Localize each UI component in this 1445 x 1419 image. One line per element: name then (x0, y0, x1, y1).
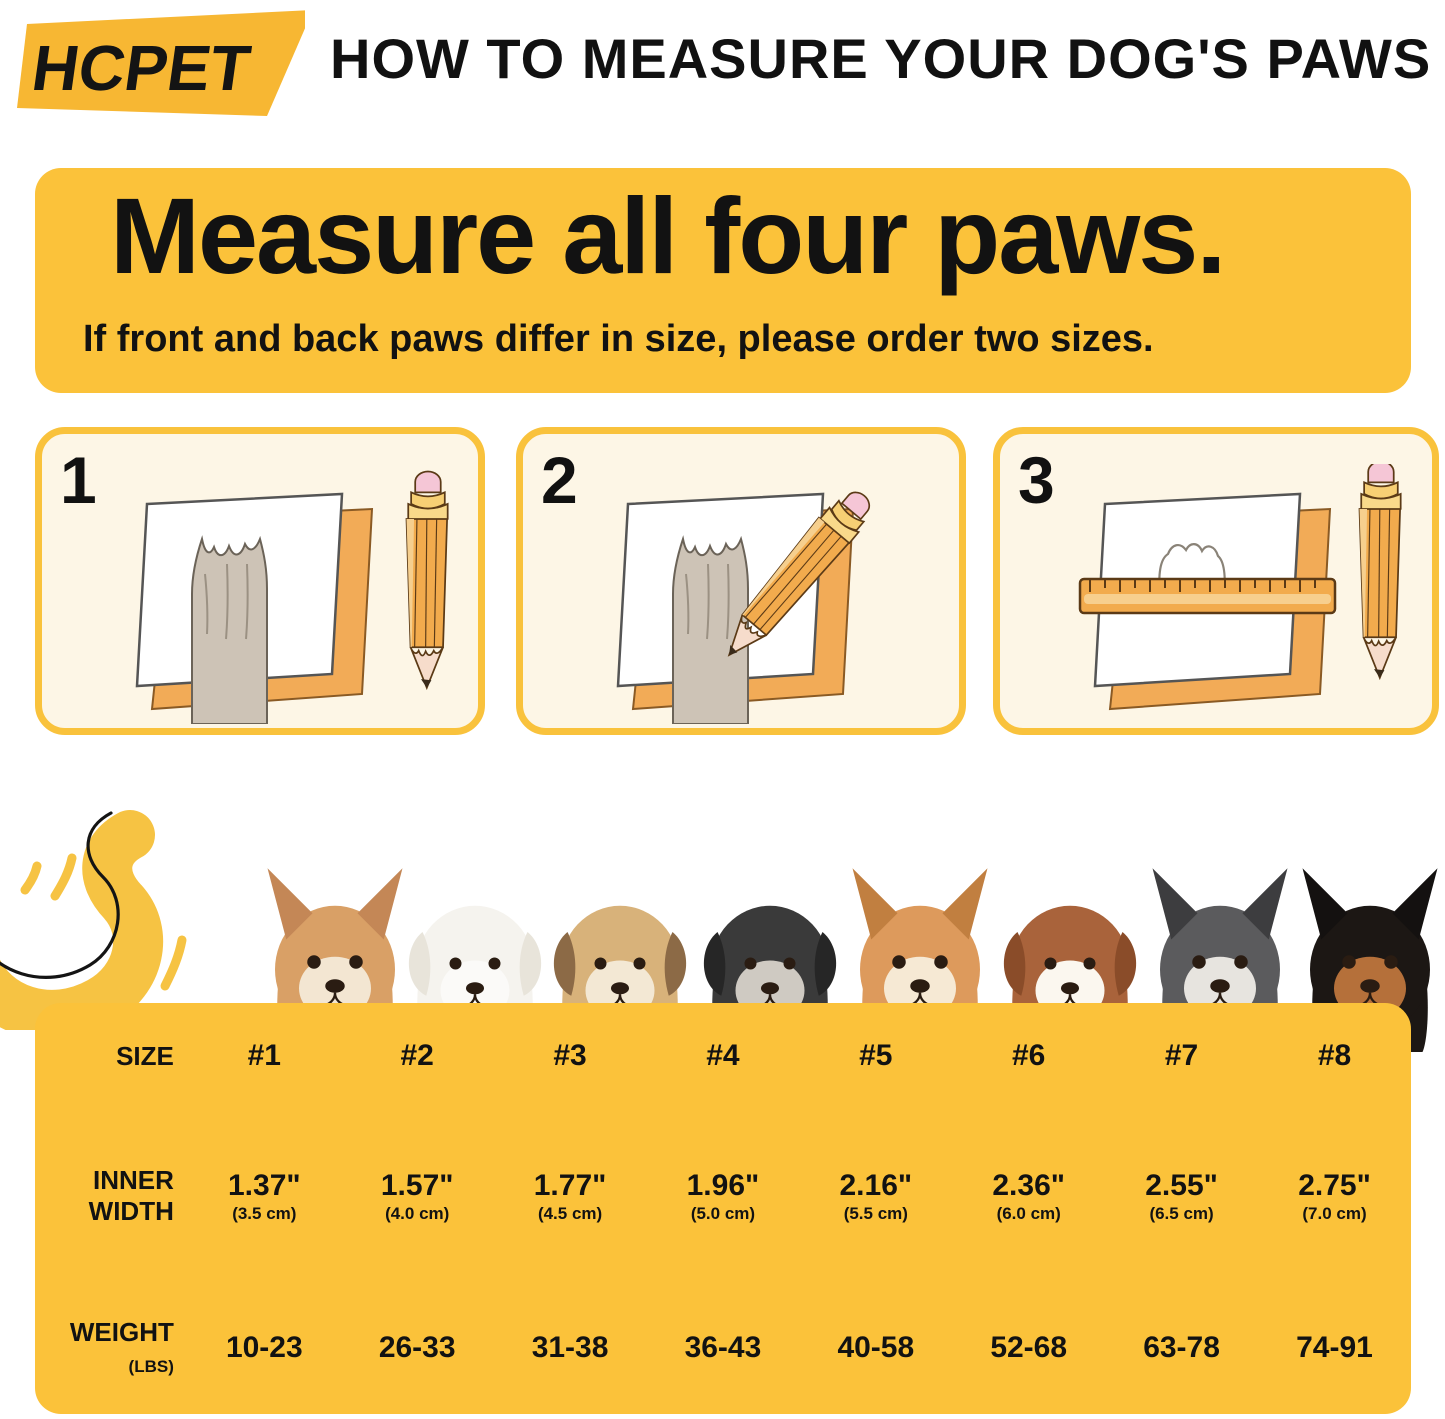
svg-text:HCPET: HCPET (28, 32, 255, 104)
